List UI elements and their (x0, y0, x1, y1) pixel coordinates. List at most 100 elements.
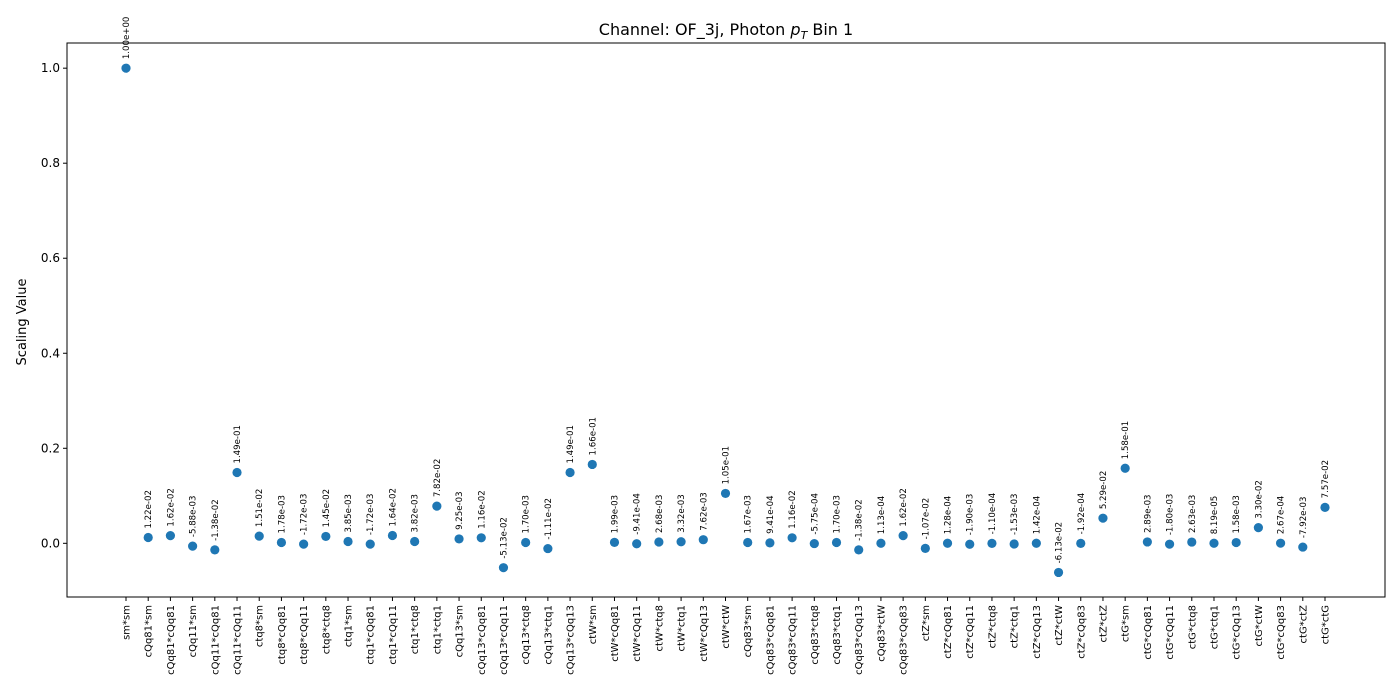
data-point (521, 537, 531, 548)
data-point (1320, 502, 1330, 512)
x-tick-label: cQq81*cQq81 (166, 605, 177, 675)
y-tick-label: 0.8 (41, 156, 60, 170)
x-tick-label: ctq1*ctq8 (410, 605, 421, 654)
data-label: 1.49e-01 (566, 425, 576, 463)
data-label: 1.70e-03 (833, 495, 843, 533)
x-tick-label: ctG*ctq8 (1187, 605, 1198, 649)
x-tick-label: ctG*cQq11 (1165, 605, 1176, 660)
data-label: 1.13e-04 (877, 496, 887, 534)
data-point (743, 537, 753, 548)
data-point (1031, 538, 1041, 548)
data-label: -1.07e-02 (921, 498, 931, 540)
data-point (698, 535, 708, 545)
data-label: 1.16e-02 (788, 490, 798, 528)
plot-area: 0.0 0.2 0.4 0.6 0.8 1.0 sm*sm 1.00e+00 cQq81*sm 1… (41, 17, 1332, 675)
data-point (876, 538, 886, 548)
data-label: 1.51e-02 (255, 489, 265, 527)
data-label: 2.63e-03 (1188, 495, 1198, 533)
data-label: -1.11e-02 (544, 498, 554, 540)
data-label: 1.45e-02 (322, 489, 332, 527)
x-tick-label: cQq83*sm (743, 605, 754, 657)
data-label: 1.42e-04 (1032, 496, 1042, 534)
data-label: 1.70e-03 (522, 495, 532, 533)
y-tick-label: 0.4 (41, 346, 60, 360)
data-point (587, 459, 597, 470)
axes-frame (66, 42, 1386, 598)
data-label: -5.75e-04 (810, 493, 820, 535)
data-label: -1.92e-04 (1077, 493, 1087, 535)
x-tick-label: ctW*sm (588, 605, 599, 644)
data-label: -7.92e-03 (1299, 497, 1309, 539)
data-point (1231, 537, 1241, 548)
data-label: 1.62e-02 (899, 488, 909, 526)
x-tick-label: ctG*cQq83 (1276, 605, 1287, 660)
data-point (676, 537, 686, 547)
x-tick-label: cQq83*ctW (876, 605, 887, 662)
data-label: 1.16e-02 (477, 490, 487, 528)
y-axis-label: Scaling Value (15, 279, 30, 366)
data-point (831, 537, 842, 548)
x-tick-label: cQq13*ctq8 (521, 605, 532, 665)
data-point (1164, 539, 1175, 549)
data-label: 8.19e-05 (1210, 496, 1220, 534)
x-tick-label: ctG*cQq81 (1143, 605, 1154, 660)
data-point (432, 501, 442, 511)
x-tick-label: ctq8*cQq81 (277, 605, 288, 665)
x-tick-label: cQq81*sm (144, 605, 155, 657)
data-label: 1.67e-03 (744, 495, 754, 533)
data-point (787, 533, 797, 543)
y-tick-label: 0.6 (41, 251, 60, 265)
x-tick-label: ctZ*ctq1 (1010, 605, 1021, 648)
data-point (565, 467, 575, 478)
data-point (454, 534, 464, 544)
data-label: 1.49e-01 (233, 425, 243, 463)
data-label: 1.05e-01 (722, 446, 732, 484)
data-point (1009, 539, 1019, 549)
data-label: 7.57e-02 (1321, 460, 1331, 498)
data-label: 9.25e-03 (455, 491, 465, 529)
data-label: -5.13e-02 (499, 517, 509, 559)
data-point (365, 539, 375, 549)
data-point (854, 545, 864, 555)
data-label: -9.41e-04 (633, 493, 643, 535)
x-tick-label: cQq83*ctq8 (810, 605, 821, 665)
data-label: 7.62e-03 (699, 492, 709, 530)
data-label: -1.72e-03 (366, 494, 376, 536)
data-label: 3.30e-02 (1254, 480, 1264, 518)
x-tick-label: cQq83*cQq13 (854, 605, 865, 675)
x-tick-label: ctG*ctZ (1298, 605, 1309, 644)
x-tick-label: ctZ*cQq81 (943, 605, 954, 659)
data-point (1209, 538, 1219, 548)
data-label: 1.62e-02 (166, 488, 176, 526)
data-point (343, 536, 353, 547)
data-point (809, 538, 819, 549)
x-tick-label: cQq83*ctq1 (832, 605, 843, 665)
data-label: 1.28e-04 (944, 496, 954, 534)
data-label: 1.78e-03 (277, 495, 287, 533)
x-tick-label: ctZ*ctZ (1098, 605, 1109, 643)
x-tick-label: ctq8*ctq8 (321, 605, 332, 654)
data-point (720, 488, 731, 499)
data-point (654, 537, 664, 547)
data-point (276, 537, 287, 548)
x-tick-label: cQq13*sm (455, 605, 466, 657)
x-tick-label: ctW*ctq8 (654, 605, 665, 651)
x-tick-label: cQq11*sm (188, 605, 199, 657)
data-label: 7.82e-02 (433, 459, 443, 497)
x-tick-label: ctq8*cQq11 (299, 605, 310, 665)
data-point (254, 531, 264, 541)
x-tick-label: cQq11*cQq11 (233, 605, 244, 675)
data-label: 3.82e-03 (411, 494, 421, 532)
data-point (1076, 538, 1086, 549)
data-label: 1.66e-01 (588, 417, 598, 455)
x-tick-label: ctq1*cQq81 (366, 605, 377, 665)
y-tick-label: 0.2 (41, 441, 60, 455)
data-point (1053, 567, 1064, 578)
x-tick-label: ctG*sm (1121, 605, 1132, 642)
data-label: 1.99e-03 (610, 495, 620, 533)
x-tick-label: ctq1*sm (344, 605, 355, 647)
data-label: -6.13e-02 (1055, 522, 1065, 564)
data-label: -1.10e-04 (988, 493, 998, 535)
x-tick-label: ctq1*ctq1 (432, 605, 443, 654)
data-label: -1.38e-02 (211, 499, 221, 541)
